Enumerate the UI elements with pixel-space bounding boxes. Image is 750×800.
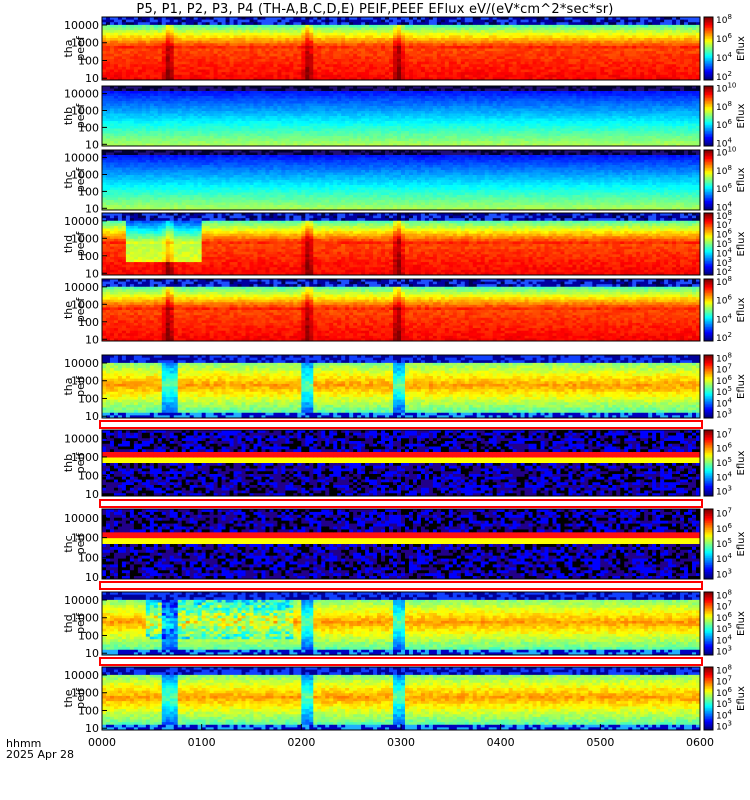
x-tick-label: 0000 xyxy=(88,736,116,749)
colorbar-tick-label: 103 xyxy=(716,567,732,580)
y-tick-label: 10000 xyxy=(64,512,99,525)
panel-species-label: peef xyxy=(74,103,87,129)
colorbar-tick-label: 103 xyxy=(716,645,732,658)
colorbar-tick-label: 103 xyxy=(716,485,732,498)
colorbar-tick-label: 103 xyxy=(716,408,732,421)
x-tick-label: 0100 xyxy=(188,736,216,749)
panel-separator xyxy=(100,582,702,589)
colorbar-label: Eflux xyxy=(736,167,747,192)
panel-separator xyxy=(100,500,702,507)
x-axis-label-date: 2025 Apr 28 xyxy=(6,749,74,760)
colorbar-label: Eflux xyxy=(736,531,747,556)
colorbar-tick-label: 104 xyxy=(716,312,732,325)
colorbar-tick-label: 108 xyxy=(716,13,732,26)
x-tick-label: 0400 xyxy=(487,736,515,749)
colorbar-label: Eflux xyxy=(736,450,747,475)
x-tick-label: 0500 xyxy=(586,736,614,749)
y-tick-label: 10000 xyxy=(64,669,99,682)
colorbar-tick-label: 106 xyxy=(716,118,732,131)
y-tick-label: 10 xyxy=(85,722,99,735)
y-tick-label: 10000 xyxy=(64,215,99,228)
y-tick-label: 10 xyxy=(85,267,99,280)
colorbar-tick-label: 107 xyxy=(716,427,732,440)
colorbar-label: Eflux xyxy=(736,374,747,399)
y-tick-label: 10000 xyxy=(64,281,99,294)
y-tick-label: 10 xyxy=(85,333,99,346)
panel-species-label: peef xyxy=(74,167,87,193)
x-tick-label: 0200 xyxy=(287,736,315,749)
colorbar-tick-label: 106 xyxy=(716,442,732,455)
colorbar-tick-label: 103 xyxy=(716,720,732,733)
colorbar-label: Eflux xyxy=(736,231,747,256)
colorbar-tick-label: 106 xyxy=(716,522,732,535)
panel-species-label: peef xyxy=(74,35,87,61)
y-tick-label: 10000 xyxy=(64,432,99,445)
panel-species-label: peif xyxy=(74,452,87,474)
y-tick-label: 10 xyxy=(85,571,99,584)
colorbar-tick-label: 108 xyxy=(716,164,732,177)
colorbar: 103 104 105 106 107 Eflux xyxy=(704,507,747,581)
colorbar-tick-label: 105 xyxy=(716,537,732,550)
y-tick-label: 10000 xyxy=(64,19,99,32)
colorbar-tick-label: 104 xyxy=(716,51,732,64)
y-tick-label: 10000 xyxy=(64,152,99,165)
y-tick-label: 10000 xyxy=(64,357,99,370)
colorbar-tick-label: 108 xyxy=(716,100,732,113)
panel-separator xyxy=(100,658,702,665)
colorbar-tick-label: 107 xyxy=(716,507,732,520)
panel-species-label: peif xyxy=(74,375,87,397)
colorbar-tick-label: 106 xyxy=(716,294,732,307)
colorbar-tick-label: 106 xyxy=(716,32,732,45)
y-tick-label: 10 xyxy=(85,202,99,215)
colorbar-tick-label: 105 xyxy=(716,456,732,469)
y-tick-label: 10 xyxy=(85,72,99,85)
y-tick-label: 10 xyxy=(85,488,99,501)
panel-species-label: peef xyxy=(74,231,87,257)
colorbar-label: Eflux xyxy=(736,611,747,636)
colorbar-label: Eflux xyxy=(736,36,747,61)
panel-species-label: peif xyxy=(74,687,87,709)
colorbar-tick-label: 106 xyxy=(716,182,732,195)
panel-species-label: peef xyxy=(74,297,87,323)
y-tick-label: 10000 xyxy=(64,594,99,607)
y-tick-label: 10 xyxy=(85,647,99,660)
x-tick-label: 0300 xyxy=(387,736,415,749)
colorbar-label: Eflux xyxy=(736,297,747,322)
panel-separator xyxy=(100,421,702,428)
colorbar-tick-label: 104 xyxy=(716,552,732,565)
colorbar-label: Eflux xyxy=(736,103,747,128)
y-tick-label: 10 xyxy=(85,410,99,423)
x-tick-label: 0600 xyxy=(686,736,714,749)
colorbar-tick-label: 102 xyxy=(716,331,732,344)
colorbar-tick-label: 1010 xyxy=(716,82,736,95)
colorbar-tick-label: 104 xyxy=(716,470,732,483)
y-tick-label: 10 xyxy=(85,138,99,151)
panel-species-label: peif xyxy=(74,612,87,634)
colorbar-label: Eflux xyxy=(736,686,747,711)
panel-species-label: peif xyxy=(74,533,87,555)
y-tick-label: 10000 xyxy=(64,88,99,101)
